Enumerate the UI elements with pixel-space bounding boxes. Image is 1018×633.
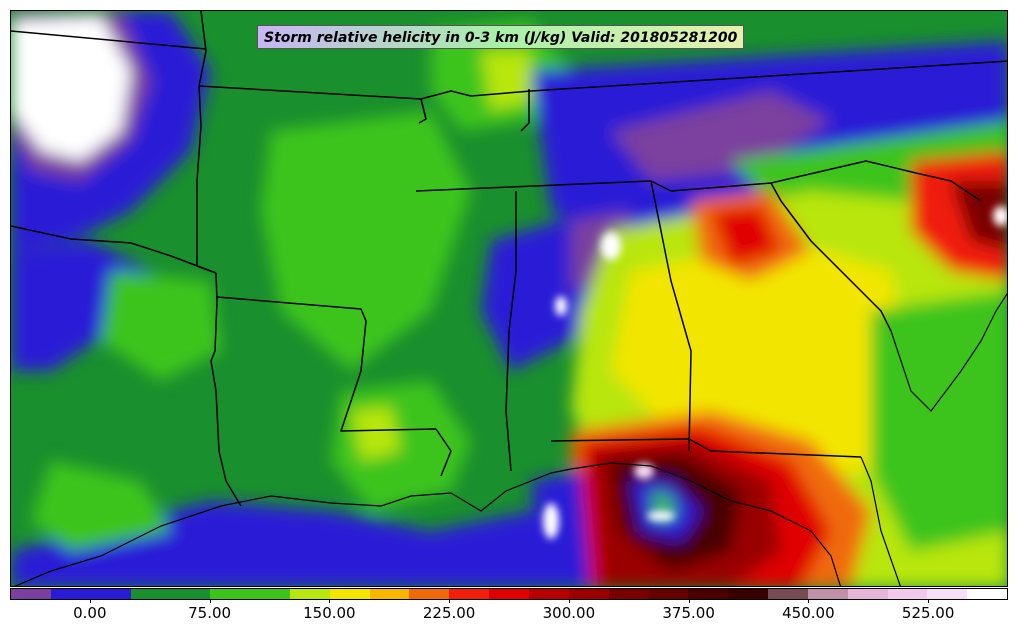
colorbar-tick-mark [89, 600, 91, 603]
colorbar [10, 588, 1008, 600]
colorbar-ticks: 0.00 75.00 150.00 225.00 300.00 375.00 450.00 5… [10, 600, 1008, 630]
colorbar-tick-mark [568, 600, 570, 603]
colorbar-segment [409, 589, 450, 599]
colorbar-tick-label: 450.00 [782, 604, 835, 622]
state-boundaries [11, 11, 1007, 507]
map-panel: Storm relative helicity in 0-3 km (J/kg)… [10, 10, 1008, 587]
colorbar-segment [130, 589, 171, 599]
colorbar-tick-mark [688, 600, 690, 603]
colorbar-segment [608, 589, 649, 599]
colorbar-segment [568, 589, 609, 599]
colorbar-segment [90, 589, 131, 599]
colorbar-segment [329, 589, 370, 599]
colorbar-segment [210, 589, 251, 599]
colorbar-segment [528, 589, 569, 599]
colorbar-tick-label: 75.00 [188, 604, 232, 622]
colorbar-tick-label: 225.00 [422, 604, 476, 622]
helicity-field-map [11, 11, 1007, 586]
colorbar-tick-mark [449, 600, 451, 603]
map-title: Storm relative helicity in 0-3 km (J/kg)… [257, 25, 745, 49]
colorbar-tick-mark [209, 600, 211, 603]
colorbar-segment [250, 589, 290, 599]
colorbar-segment [11, 589, 51, 599]
colorbar-segment [927, 589, 968, 599]
colorbar-segment [887, 589, 928, 599]
colorbar-tick-mark [808, 600, 810, 603]
colorbar-segment [369, 589, 410, 599]
colorbar-segment [50, 589, 91, 599]
colorbar-segment [728, 589, 769, 599]
colorbar-segment [289, 589, 330, 599]
colorbar-tick-label: 150.00 [303, 604, 356, 622]
colorbar-tick-mark [928, 600, 930, 603]
colorbar-segment [847, 589, 888, 599]
colorbar-tick-mark [329, 600, 331, 603]
colorbar-segment [170, 589, 211, 599]
colorbar-segment [449, 589, 490, 599]
colorbar-segment [688, 589, 729, 599]
colorbar-segment [967, 589, 1008, 599]
colorbar-tick-label: 300.00 [542, 604, 596, 622]
colorbar-tick-label: 0.00 [73, 604, 107, 622]
colorbar-segment [768, 589, 808, 599]
colorbar-tick-label: 525.00 [901, 604, 955, 622]
colorbar-segment [489, 589, 529, 599]
coastline [14, 292, 1007, 586]
colorbar-tick-label: 375.00 [662, 604, 715, 622]
colorbar-segment [648, 589, 689, 599]
colorbar-segment [807, 589, 848, 599]
